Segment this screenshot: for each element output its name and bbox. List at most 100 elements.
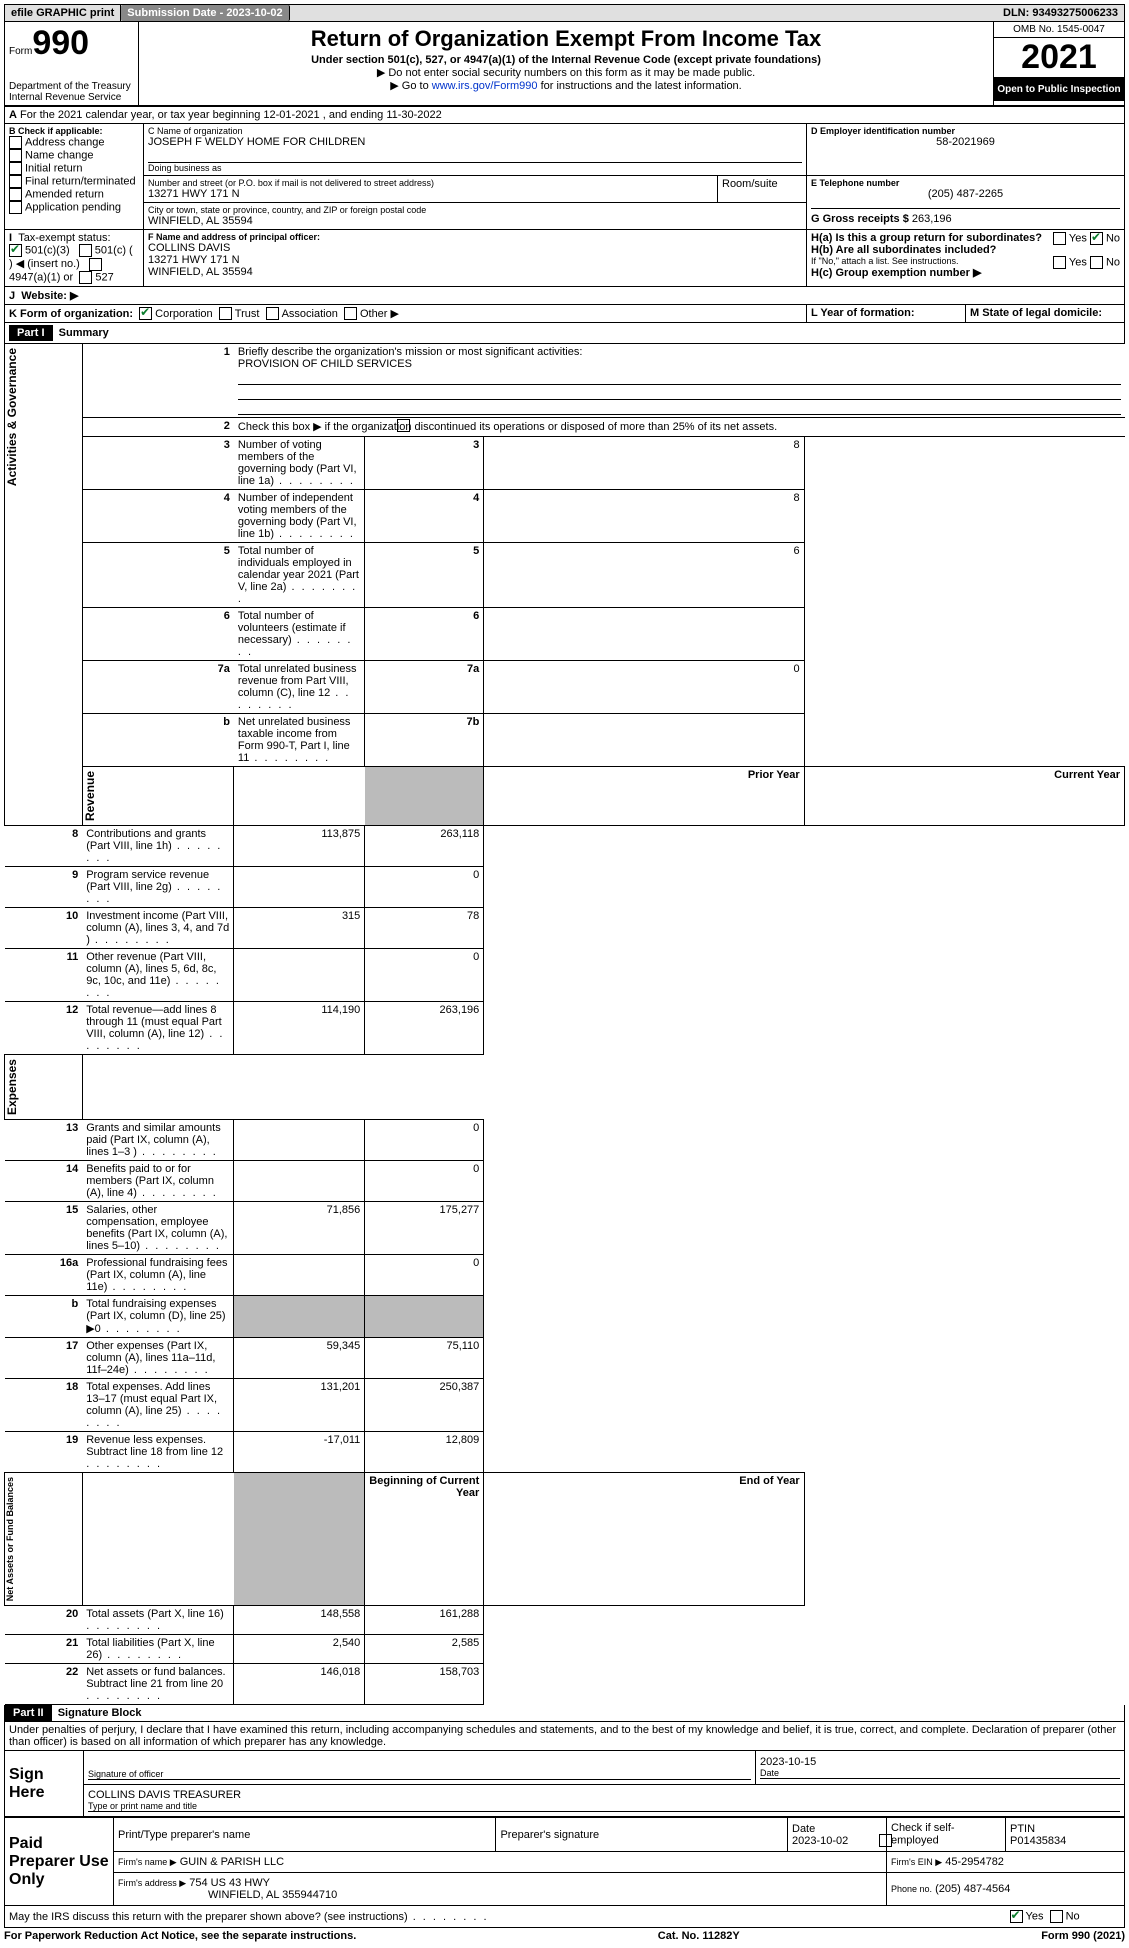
check-application-pending[interactable]: Application pending [9,201,139,214]
form-number: Form990 [9,24,134,63]
data-row: 21 Total liabilities (Part X, line 26) 2… [5,1635,1125,1664]
side-exp: Expenses [5,1055,19,1119]
data-row: 16a Professional fundraising fees (Part … [5,1254,1125,1295]
phone-label: E Telephone number [811,178,899,188]
domicile-label: M State of legal domicile: [970,307,1102,319]
dba-label: Doing business as [148,163,802,173]
footer-left: For Paperwork Reduction Act Notice, see … [4,1930,356,1942]
footer-right: Form 990 (2021) [1041,1930,1125,1942]
discuss-yes-checkbox[interactable] [1010,1910,1023,1923]
side-gov: Activities & Governance [5,344,19,490]
end-year-header: End of Year [739,1475,799,1487]
part2-header: Part II [5,1705,52,1721]
city-label: City or town, state or province, country… [148,205,802,215]
data-row: 13 Grants and similar amounts paid (Part… [5,1119,1125,1160]
discuss-no-checkbox[interactable] [1050,1910,1063,1923]
org-name: JOSEPH F WELDY HOME FOR CHILDREN [148,136,802,148]
501c3-checkbox[interactable] [9,244,22,257]
part1-header: Part I [9,325,53,341]
org-name-label: C Name of organization [148,126,802,136]
data-row: 10 Investment income (Part VIII, column … [5,907,1125,948]
prior-year-header: Prior Year [748,769,800,781]
subtitle-3: ▶ Go to www.irs.gov/Form990 for instruct… [143,79,989,92]
hc-label: H(c) Group exemption number ▶ [811,267,981,279]
check-address-change[interactable]: Address change [9,136,139,149]
check-name-change[interactable]: Name change [9,149,139,162]
prep-sig-label: Preparer's signature [496,1818,788,1852]
officer-label: F Name and address of principal officer: [148,232,320,242]
data-row: 8 Contributions and grants (Part VIII, l… [5,825,1125,866]
data-row: 19 Revenue less expenses. Subtract line … [5,1431,1125,1472]
data-row: 20 Total assets (Part X, line 16) 148,55… [5,1606,1125,1635]
prep-name-label: Print/Type preparer's name [114,1818,496,1852]
declaration-text: Under penalties of perjury, I declare th… [4,1722,1125,1750]
officer-name: COLLINS DAVIS [148,242,802,254]
data-row: 11 Other revenue (Part VIII, column (A),… [5,948,1125,1001]
hb-yes-checkbox[interactable] [1053,256,1066,269]
top-bar: efile GRAPHIC print Submission Date - 20… [4,4,1125,22]
form-title: Return of Organization Exempt From Incom… [143,26,989,52]
sign-here-label: Sign Here [5,1751,84,1817]
data-row: 22 Net assets or fund balances. Subtract… [5,1664,1125,1705]
self-employed-check[interactable]: Check if self-employed [887,1818,1006,1852]
irs-link[interactable]: www.irs.gov/Form990 [432,80,538,92]
trust-checkbox[interactable] [219,307,232,320]
mission-label: Briefly describe the organization's miss… [238,346,582,358]
ha-no-checkbox[interactable] [1090,232,1103,245]
sig-officer-label: Signature of officer [88,1755,751,1780]
hb-no-checkbox[interactable] [1090,256,1103,269]
sig-date-label: Date [760,1768,1120,1779]
ha-yes-checkbox[interactable] [1053,232,1066,245]
open-public-badge: Open to Public Inspection [994,78,1124,101]
527-checkbox[interactable] [79,271,92,284]
other-checkbox[interactable] [344,307,357,320]
tax-year: 2021 [994,38,1124,78]
form-header: Form990 Department of the Treasury Inter… [4,22,1125,106]
street-address: 13271 HWY 171 N [148,188,713,200]
mission-text: PROVISION OF CHILD SERVICES [238,358,412,370]
4947-checkbox[interactable] [89,258,102,271]
tax-status-label: Tax-exempt status: [18,232,110,244]
firm-name: GUIN & PARISH LLC [180,1856,284,1868]
ein-label: D Employer identification number [811,126,955,136]
line2-text: Check this box ▶ if the organization dis… [234,418,1125,437]
firm-phone: (205) 487-4564 [935,1883,1010,1895]
page-footer: For Paperwork Reduction Act Notice, see … [4,1928,1125,1944]
data-row: 18 Total expenses. Add lines 13–17 (must… [5,1378,1125,1431]
phone-value: (205) 487-2265 [811,188,1120,200]
dln-label: DLN: 93493275006233 [997,5,1124,21]
firm-addr2: WINFIELD, AL 355944710 [208,1889,337,1901]
submission-date-button[interactable]: Submission Date - 2023-10-02 [121,5,289,21]
city-state-zip: WINFIELD, AL 35594 [148,215,802,227]
current-year-header: Current Year [1054,769,1120,781]
501c-checkbox[interactable] [79,244,92,257]
subtitle-1: Under section 501(c), 527, or 4947(a)(1)… [143,54,989,66]
efile-label: efile GRAPHIC print [5,5,121,21]
officer-name-title: COLLINS DAVIS TREASURER [88,1789,1120,1801]
subordinates-question: H(b) Are all subordinates included? Yes … [811,244,1120,256]
check-initial-return[interactable]: Initial return [9,162,139,175]
identity-table: A For the 2021 calendar year, or tax yea… [4,106,1125,323]
officer-addr2: WINFIELD, AL 35594 [148,266,802,278]
group-return-question: H(a) Is this a group return for subordin… [811,232,1120,244]
preparer-table: Paid Preparer Use Only Print/Type prepar… [4,1817,1125,1928]
check-final-return[interactable]: Final return/terminated [9,175,139,188]
year-formation-label: L Year of formation: [811,307,915,319]
omb-number: OMB No. 1545-0047 [994,22,1124,38]
prep-date: 2023-10-02 [792,1835,848,1847]
side-net: Net Assets or Fund Balances [5,1473,15,1605]
check-amended-return[interactable]: Amended return [9,188,139,201]
data-row: 17 Other expenses (Part IX, column (A), … [5,1337,1125,1378]
footer-mid: Cat. No. 11282Y [658,1930,740,1942]
corp-checkbox[interactable] [139,307,152,320]
sig-date-value: 2023-10-15 [760,1756,1120,1768]
line2-checkbox[interactable] [397,419,410,432]
assoc-checkbox[interactable] [266,307,279,320]
part1-table: Part I Summary Activities & Governance 1… [4,323,1125,1705]
dept-label: Department of the Treasury [9,81,134,92]
paid-preparer-label: Paid Preparer Use Only [5,1818,114,1906]
signature-table: Sign Here Signature of officer 2023-10-1… [4,1750,1125,1817]
room-suite-label: Room/suite [718,176,807,203]
gross-receipts-value: 263,196 [912,213,952,225]
form-org-label: K Form of organization: [9,308,133,320]
